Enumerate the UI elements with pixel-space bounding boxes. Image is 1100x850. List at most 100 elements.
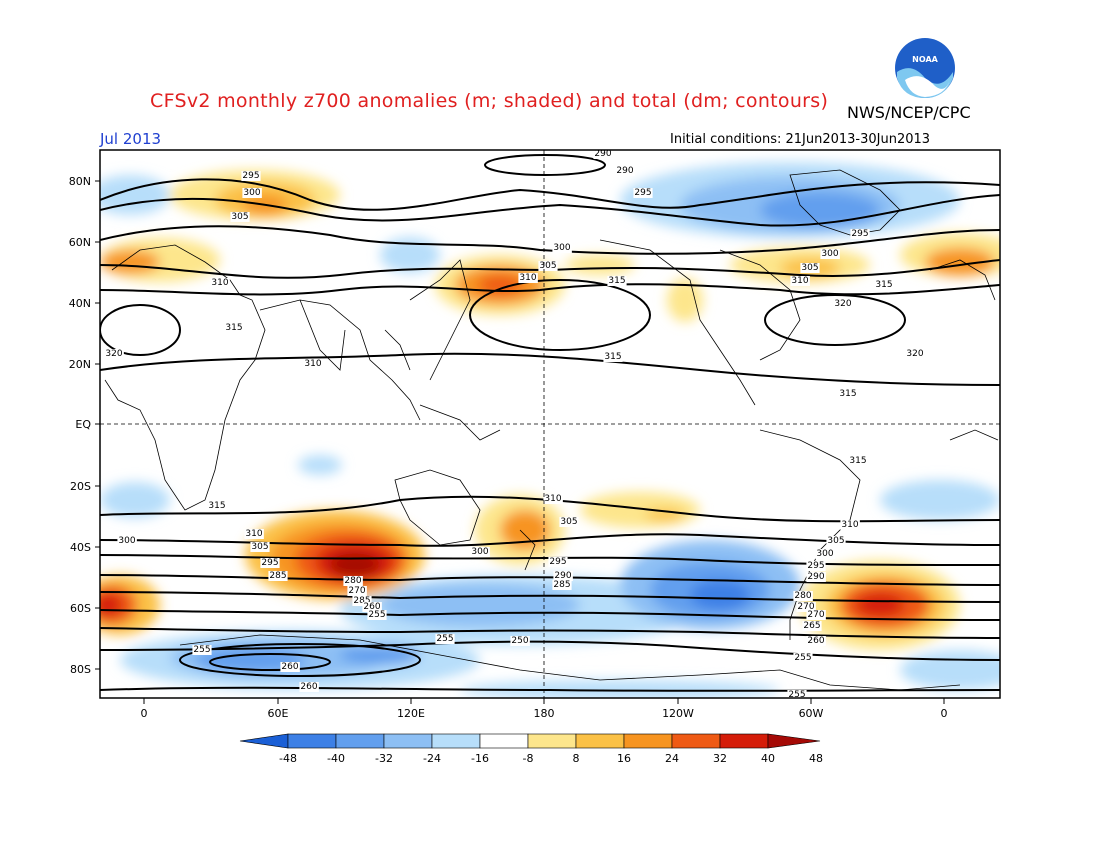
contour-label-bg (787, 690, 807, 698)
contour-label-bg (510, 636, 530, 646)
lat-label: 80S (70, 663, 91, 676)
contour-label: 290 (594, 149, 611, 159)
contour-label: 290 (616, 166, 633, 176)
contour-label: 310 (791, 276, 808, 286)
contour-label: 260 (300, 682, 317, 692)
contour-label-bg (343, 576, 363, 586)
contour-label-bg (874, 280, 894, 290)
contour-label: 260 (281, 662, 298, 672)
colorbar-label: -48 (279, 752, 297, 765)
contour-label-bg (793, 653, 813, 663)
contour-label-bg (268, 571, 288, 581)
contour-label-bg (548, 557, 568, 567)
contour-label: 310 (304, 359, 321, 369)
colorbar-label: 48 (809, 752, 823, 765)
lon-label: 120E (397, 707, 425, 720)
contour-label: 255 (436, 634, 453, 644)
contour-label: 300 (816, 549, 833, 559)
colorbar-swatch (383, 733, 433, 749)
chart-title: CFSv2 monthly z700 anomalies (m; shaded)… (150, 90, 829, 112)
contour-label: 295 (851, 229, 868, 239)
contour-label: 300 (118, 536, 135, 546)
contour-label: 290 (554, 571, 571, 581)
noaa-logo-text: NOAA (912, 55, 938, 64)
contour-label-bg (280, 662, 300, 672)
colorbar-swatch (719, 733, 769, 749)
lat-label: EQ (75, 418, 91, 431)
contour-label-bg (207, 501, 227, 511)
contour-label-bg (224, 323, 244, 333)
lon-label: 180 (534, 707, 555, 720)
contour-label: 300 (821, 249, 838, 259)
contour-label: 270 (797, 602, 814, 612)
colorbar-swatch (335, 733, 385, 749)
contour-label-bg (838, 389, 858, 399)
lat-label: 20S (70, 480, 91, 493)
contour-label-bg (615, 166, 635, 176)
colorbar-swatch (575, 733, 625, 749)
contour-label: 265 (803, 621, 820, 631)
contour-label-bg (242, 188, 262, 198)
contour-label-bg (806, 572, 826, 582)
contour-label-bg (802, 621, 822, 631)
contour-label: 320 (834, 299, 851, 309)
contour-label-bg (347, 586, 367, 596)
contour-label: 305 (539, 261, 556, 271)
contour-label-bg (806, 636, 826, 646)
contour-label-bg (820, 249, 840, 259)
contour-label-bg (552, 243, 572, 253)
contour-label-bg (210, 278, 230, 288)
contour-label: 260 (807, 636, 824, 646)
contour-label-bg (806, 610, 826, 620)
contour-label: 310 (245, 529, 262, 539)
colorbar-right-arrow (767, 733, 821, 749)
contour-label: 295 (634, 188, 651, 198)
contour-label: 315 (839, 389, 856, 399)
colorbar-label: -24 (423, 752, 441, 765)
contour-label: 310 (544, 494, 561, 504)
contour-label: 295 (549, 557, 566, 567)
contour-label: 305 (251, 542, 268, 552)
colorbar-label: 40 (761, 752, 775, 765)
contour-label-bg (303, 359, 323, 369)
longitude-axis: 0 60E 120E 180 120W 60W 0 (141, 698, 948, 720)
colorbar-swatch (527, 733, 577, 749)
latitude-axis: 80N 60N 40N 20N EQ 20S 40S 60S 80S (69, 175, 100, 676)
contour-label-bg (833, 299, 853, 309)
contour-label-bg (543, 494, 563, 504)
contour-label: 310 (519, 273, 536, 283)
noaa-logo-icon: NOAA (895, 38, 955, 98)
contour-label-bg (244, 529, 264, 539)
contour-label-bg (815, 549, 835, 559)
contour-label: 295 (261, 558, 278, 568)
lat-label: 20N (69, 358, 91, 371)
contour-label: 255 (794, 653, 811, 663)
colorbar-label: -32 (375, 752, 393, 765)
contour-label: 280 (344, 576, 361, 586)
contour-label-bg (299, 682, 319, 692)
colorbar-label: 24 (665, 752, 679, 765)
colorbar-label: -40 (327, 752, 345, 765)
contour-label: 285 (353, 596, 370, 606)
contour-label-bg (367, 610, 387, 620)
contour-label-bg (603, 352, 623, 362)
contour-label-bg (518, 273, 538, 283)
colorbar-label: -16 (471, 752, 489, 765)
contour-label: 280 (794, 591, 811, 601)
colorbar-swatch (431, 733, 481, 749)
initial-conditions: Initial conditions: 21Jun2013-30Jun2013 (670, 132, 931, 147)
lon-label: 0 (141, 707, 148, 720)
contour-label: 295 (807, 561, 824, 571)
contour-label-bg (806, 561, 826, 571)
contour-label: 315 (604, 352, 621, 362)
contour-label-bg (905, 349, 925, 359)
contour-label-bg (362, 602, 382, 612)
contour-label: 305 (560, 517, 577, 527)
lat-label: 80N (69, 175, 91, 188)
contour-label-bg (553, 571, 573, 581)
colorbar-swatch (287, 733, 337, 749)
contour-label: 270 (348, 586, 365, 596)
contour-label: 255 (788, 690, 805, 700)
contour-label: 300 (471, 547, 488, 557)
contour-label: 250 (511, 636, 528, 646)
